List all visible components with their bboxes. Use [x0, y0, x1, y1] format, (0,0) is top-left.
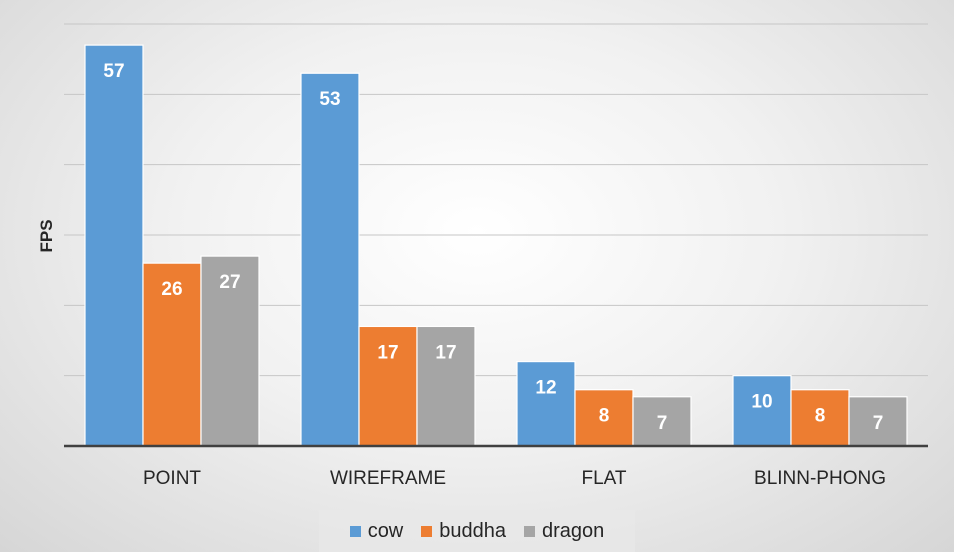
legend: cow buddha dragon [319, 510, 635, 552]
bar-dragon-flat [632, 396, 692, 447]
legend-item-dragon: dragon [524, 520, 604, 543]
category-labels: POINT WIREFRAME FLAT BLINN-PHONG [143, 468, 886, 489]
data-label: 8 [599, 406, 610, 427]
category-label: WIREFRAME [330, 468, 446, 489]
bars-group: 57 26 27 53 17 17 12 8 7 10 8 7 [84, 44, 908, 447]
bar-dragon-point [200, 255, 260, 447]
bar-buddha-flat [574, 389, 634, 447]
data-label: 26 [161, 279, 182, 300]
legend-item-buddha: buddha [421, 520, 506, 543]
data-label: 57 [103, 61, 124, 82]
data-label: 10 [751, 392, 772, 413]
bar-dragon-wireframe [416, 325, 476, 447]
data-label: 27 [219, 272, 240, 293]
data-label: 53 [319, 89, 340, 110]
bar-buddha-blinn-phong [790, 389, 850, 447]
legend-swatch [421, 525, 433, 537]
data-label: 7 [873, 413, 884, 434]
data-label: 17 [377, 342, 398, 363]
category-label: POINT [143, 468, 201, 489]
legend-label: cow [367, 519, 404, 542]
category-label: BLINN-PHONG [754, 468, 886, 489]
data-label: 8 [815, 406, 826, 427]
bar-cow-point [84, 44, 144, 447]
legend-label: dragon [542, 519, 605, 542]
legend-item-cow: cow [349, 519, 404, 543]
data-label: 7 [657, 413, 668, 434]
bar-cow-wireframe [300, 72, 360, 447]
legend-swatch [349, 525, 361, 537]
category-label: FLAT [581, 468, 626, 489]
legend-label: buddha [439, 519, 507, 542]
y-axis-label: FPS [37, 219, 56, 252]
bar-cow-flat [516, 361, 576, 447]
bar-cow-blinn-phong [732, 375, 792, 447]
data-label: 12 [535, 378, 556, 399]
data-label: 17 [435, 342, 456, 363]
legend-swatch [524, 525, 536, 537]
